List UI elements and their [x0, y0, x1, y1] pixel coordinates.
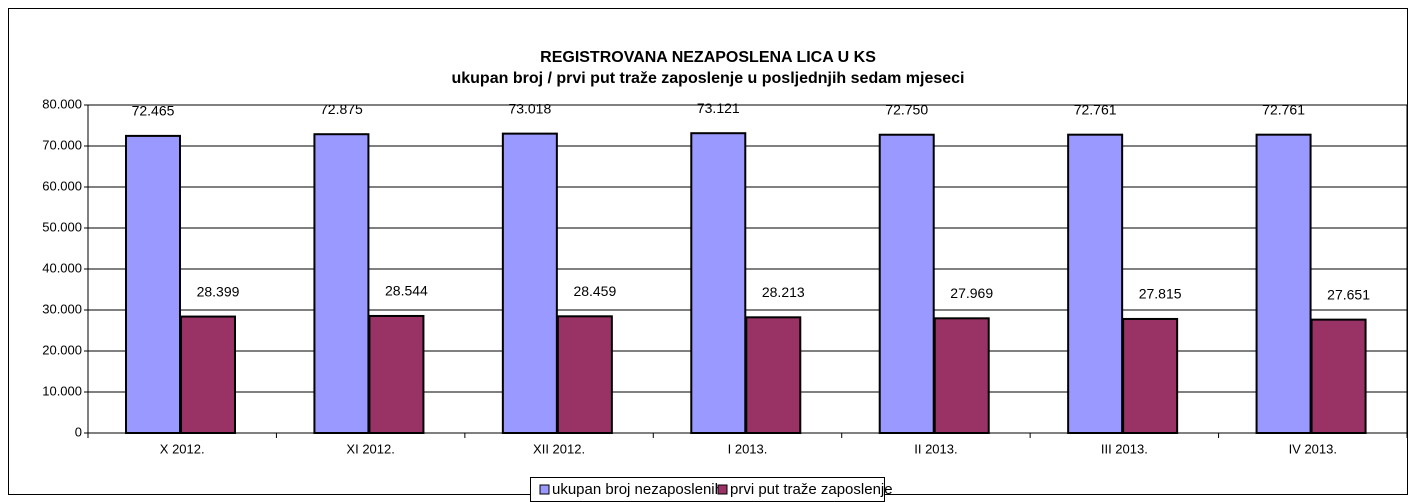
legend-label: prvi put traže zaposlenje	[730, 481, 893, 498]
value-label: 27.651	[1327, 286, 1370, 302]
value-label: 72.875	[320, 101, 363, 117]
x-tick-label: XI 2012.	[346, 441, 394, 456]
y-tick-label: 70.000	[42, 137, 82, 152]
legend-swatch	[717, 484, 728, 495]
x-tick-label: XII 2012.	[533, 441, 585, 456]
legend-label: ukupan broj nezaposlenih	[552, 481, 723, 498]
value-label: 72.465	[132, 103, 175, 119]
y-tick-label: 20.000	[42, 342, 82, 357]
x-tick-label: X 2012.	[160, 441, 205, 456]
y-tick-label: 80.000	[42, 96, 82, 111]
x-tick-label: IV 2013.	[1289, 441, 1337, 456]
value-label: 28.544	[385, 283, 428, 299]
y-tick-label: 10.000	[42, 383, 82, 398]
bar	[690, 132, 747, 435]
chart-subtitle: ukupan broj / prvi put traže zaposlenje …	[451, 70, 964, 87]
value-label: 72.761	[1074, 101, 1117, 117]
legend-frame	[530, 477, 885, 502]
bar	[1067, 133, 1124, 434]
value-label: 27.815	[1139, 286, 1182, 302]
value-label: 28.399	[197, 283, 240, 299]
bar	[180, 315, 236, 434]
y-tick-label: 50.000	[42, 219, 82, 234]
value-label: 28.213	[762, 284, 805, 300]
bar	[1310, 318, 1367, 434]
bar	[745, 316, 802, 434]
bar	[556, 315, 613, 435]
bar	[1122, 317, 1179, 434]
bar	[1255, 133, 1312, 434]
x-tick-label: III 2013.	[1101, 441, 1148, 456]
bar	[313, 133, 370, 434]
bar	[368, 314, 425, 435]
y-tick-label: 40.000	[42, 260, 82, 275]
legend-swatch	[539, 484, 550, 495]
x-tick-label: I 2013.	[728, 441, 768, 456]
y-tick-label: 60.000	[42, 178, 82, 193]
bar	[933, 317, 990, 434]
bar	[125, 134, 181, 434]
y-tick-label: 0	[75, 424, 82, 439]
value-label: 72.750	[885, 101, 928, 117]
value-label: 27.969	[950, 285, 993, 301]
y-tick-label: 30.000	[42, 301, 82, 316]
value-label: 73.121	[697, 100, 740, 116]
bar	[501, 132, 558, 435]
x-tick-label: II 2013.	[914, 441, 957, 456]
chart-title: REGISTROVANA NEZAPOSLENA LICA U KS	[540, 49, 876, 66]
value-label: 73.018	[508, 100, 551, 116]
bar	[878, 133, 935, 434]
value-label: 28.459	[573, 283, 616, 299]
value-label: 72.761	[1262, 101, 1305, 117]
